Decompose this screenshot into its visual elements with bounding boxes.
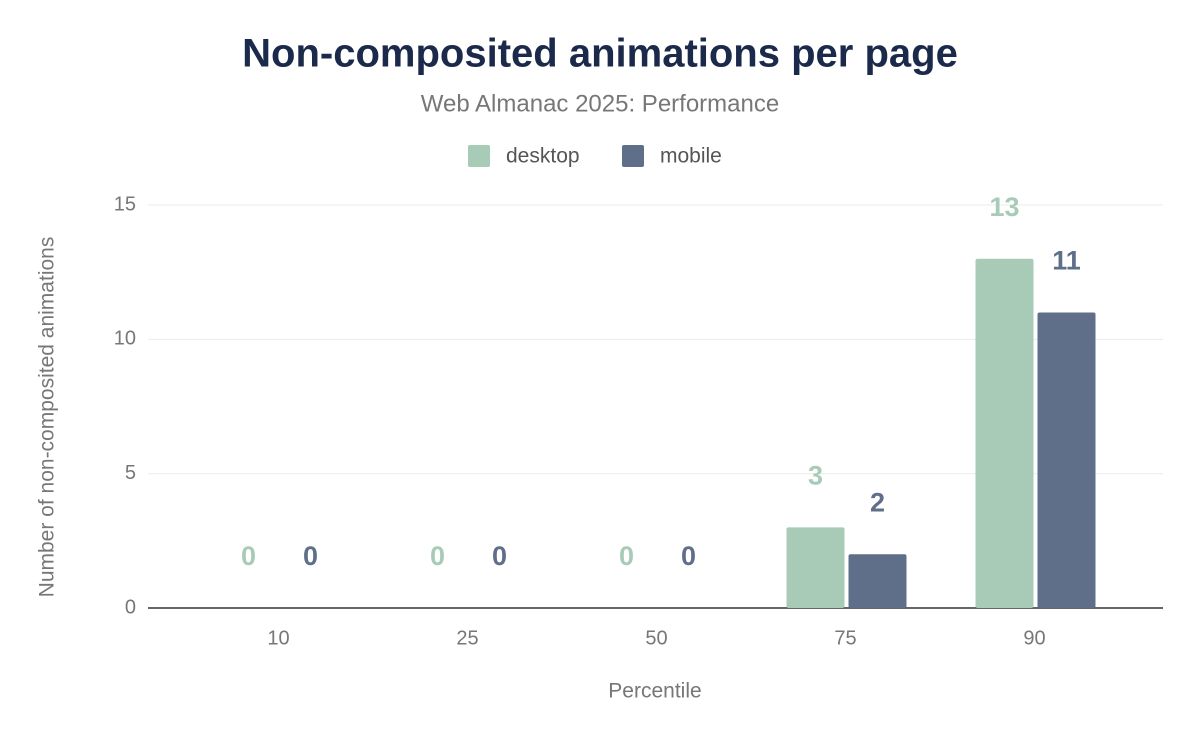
x-tick-label: 25 xyxy=(456,627,478,649)
bar xyxy=(848,554,907,608)
value-label: 0 xyxy=(430,541,445,571)
value-label: 3 xyxy=(808,461,823,491)
value-label: 2 xyxy=(870,487,885,517)
y-tick-label: 0 xyxy=(125,596,136,618)
x-axis-label: Percentile xyxy=(608,680,701,703)
value-label: 13 xyxy=(989,192,1019,222)
legend-swatch xyxy=(622,145,644,167)
y-tick-label: 15 xyxy=(114,193,136,215)
chart-title: Non-composited animations per page xyxy=(242,32,958,76)
legend-label: mobile xyxy=(660,145,722,168)
bar xyxy=(1037,312,1096,608)
y-axis-label: Number of non-composited animations xyxy=(36,237,59,598)
bar xyxy=(975,258,1034,608)
x-tick-label: 90 xyxy=(1023,627,1045,649)
legend-label: desktop xyxy=(506,145,580,168)
value-label: 11 xyxy=(1052,246,1081,276)
value-label: 0 xyxy=(492,541,507,571)
value-label: 0 xyxy=(681,541,696,571)
bar xyxy=(786,527,845,608)
x-tick-label: 75 xyxy=(834,627,856,649)
legend-swatch xyxy=(468,145,490,167)
value-label: 0 xyxy=(303,541,318,571)
chart-subtitle: Web Almanac 2025: Performance xyxy=(421,90,779,117)
value-label: 0 xyxy=(241,541,256,571)
x-tick-label: 50 xyxy=(645,627,667,649)
x-tick-label: 10 xyxy=(267,627,289,649)
y-tick-label: 10 xyxy=(114,328,136,350)
value-label: 0 xyxy=(619,541,634,571)
y-tick-label: 5 xyxy=(125,462,136,484)
